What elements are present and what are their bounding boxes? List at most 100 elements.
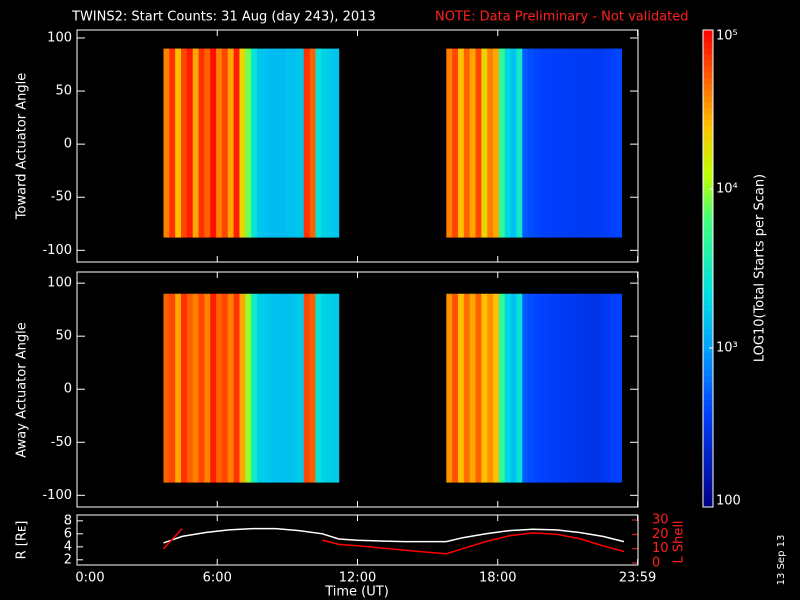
- colorbar-tick-label: 10⁵: [716, 29, 738, 44]
- y-axis-label: Toward Actuator Angle: [15, 73, 30, 220]
- spectrogram-cell: [198, 48, 205, 238]
- y2-tick-label: 0: [652, 555, 660, 570]
- series-line: [163, 527, 625, 544]
- colorbar-swatch: [703, 268, 713, 275]
- colorbar-swatch: [703, 298, 713, 305]
- spectrogram-cell: [175, 48, 182, 238]
- spectrogram-cell: [493, 48, 500, 238]
- colorbar-swatch: [703, 155, 713, 162]
- chart-title: TWINS2: Start Counts: 31 Aug (day 243), …: [71, 10, 376, 25]
- spectrogram-cell: [332, 48, 340, 238]
- spectrogram-cell: [551, 293, 558, 483]
- spectrogram-cell: [262, 293, 270, 483]
- series-line: [162, 528, 625, 555]
- colorbar-swatch: [703, 95, 713, 103]
- spectrogram-cell: [604, 293, 611, 483]
- spectrogram-cell: [522, 293, 529, 483]
- spectrogram-cell: [175, 293, 182, 483]
- spectrogram-cell: [504, 48, 512, 238]
- spectrogram-cell: [251, 293, 258, 483]
- spectrogram-cell: [545, 293, 552, 483]
- colorbar-swatch: [703, 423, 713, 430]
- colorbar-swatch: [703, 328, 713, 335]
- spectrogram-cell: [186, 48, 194, 238]
- spectrogram-cell: [574, 293, 582, 483]
- colorbar-swatch: [703, 471, 713, 478]
- x-tick-label: 23:59: [619, 571, 656, 586]
- spectrogram-cell: [286, 48, 293, 238]
- spectrogram-cell: [493, 293, 500, 483]
- spectrogram-cell: [297, 293, 305, 483]
- y-axis-label: Away Actuator Angle: [15, 322, 30, 457]
- spectrogram-cell: [256, 293, 264, 483]
- colorbar-tick-label: 10³: [716, 341, 738, 356]
- colorbar-swatch: [703, 107, 713, 114]
- spectrogram-cell: [569, 293, 576, 483]
- colorbar-swatch: [703, 196, 713, 204]
- spectrogram-cell: [210, 293, 217, 483]
- x-axis-label: Time (UT): [324, 585, 389, 600]
- spectrogram-cell: [586, 48, 593, 238]
- y-tick-label: 4: [64, 539, 72, 554]
- colorbar-swatch: [703, 137, 713, 144]
- colorbar-swatch: [703, 179, 713, 186]
- spectrogram-cell: [286, 293, 293, 483]
- spectrogram-cell: [452, 48, 459, 238]
- spectrogram-cell: [321, 48, 328, 238]
- y-tick-label: -50: [51, 435, 72, 450]
- colorbar-tick-label: 10⁴: [716, 182, 738, 197]
- colorbar-swatch: [703, 322, 713, 329]
- colorbar-swatch: [703, 185, 713, 192]
- colorbar-swatch: [703, 149, 713, 156]
- spectrogram-cell: [563, 48, 570, 238]
- colorbar-swatch: [703, 65, 713, 73]
- y2-tick-label: 20: [652, 527, 669, 542]
- spectrogram-cell: [580, 48, 587, 238]
- spectrogram-cell: [221, 48, 229, 238]
- spectrogram-cell: [204, 48, 211, 238]
- spectrogram-cell: [504, 293, 512, 483]
- spectrogram-cell: [510, 293, 517, 483]
- x-tick-label: 18:00: [479, 571, 516, 586]
- spectrogram-cell: [216, 293, 223, 483]
- colorbar-swatch: [703, 71, 713, 79]
- colorbar-swatch: [703, 262, 713, 269]
- colorbar-swatch: [703, 399, 713, 407]
- colorbar-swatch: [703, 292, 713, 299]
- spectrogram-cell: [192, 48, 199, 238]
- colorbar-swatch: [703, 357, 713, 365]
- colorbar-swatch: [703, 393, 713, 401]
- colorbar-swatch: [703, 340, 713, 347]
- colorbar-frame: [702, 29, 714, 508]
- spectrogram-cell: [586, 293, 593, 483]
- date-annotation: 13 Sep 13: [776, 535, 787, 586]
- spectrogram-cell: [210, 48, 217, 238]
- y-tick-label: -50: [51, 190, 72, 205]
- colorbar-swatch: [703, 405, 713, 413]
- spectrogram-cell: [274, 48, 281, 238]
- spectrogram-cell: [280, 293, 287, 483]
- colorbar-swatch: [703, 220, 713, 228]
- spectrogram-cell: [251, 48, 258, 238]
- spectrogram-cell: [268, 293, 275, 483]
- spectrogram-cell: [481, 293, 488, 483]
- spectrogram-cell: [327, 48, 334, 238]
- colorbar-swatch: [703, 101, 713, 109]
- spectrogram-cell: [475, 48, 482, 238]
- colorbar-swatch: [703, 334, 713, 341]
- spectrogram-cell: [592, 293, 599, 483]
- spectrogram-cell: [469, 293, 476, 483]
- colorbar-swatch: [703, 208, 713, 216]
- spectrogram-cell: [280, 48, 287, 238]
- colorbar-swatch: [703, 483, 713, 490]
- y-tick-label: -100: [42, 488, 72, 503]
- colorbar-swatch: [703, 346, 713, 353]
- colorbar-swatch: [703, 310, 713, 317]
- spectrogram-cell: [528, 293, 535, 483]
- spectrogram-cell: [169, 293, 176, 483]
- spectrogram-cell: [463, 293, 471, 483]
- spectrogram-cell: [221, 293, 229, 483]
- spectrogram-cell: [574, 48, 582, 238]
